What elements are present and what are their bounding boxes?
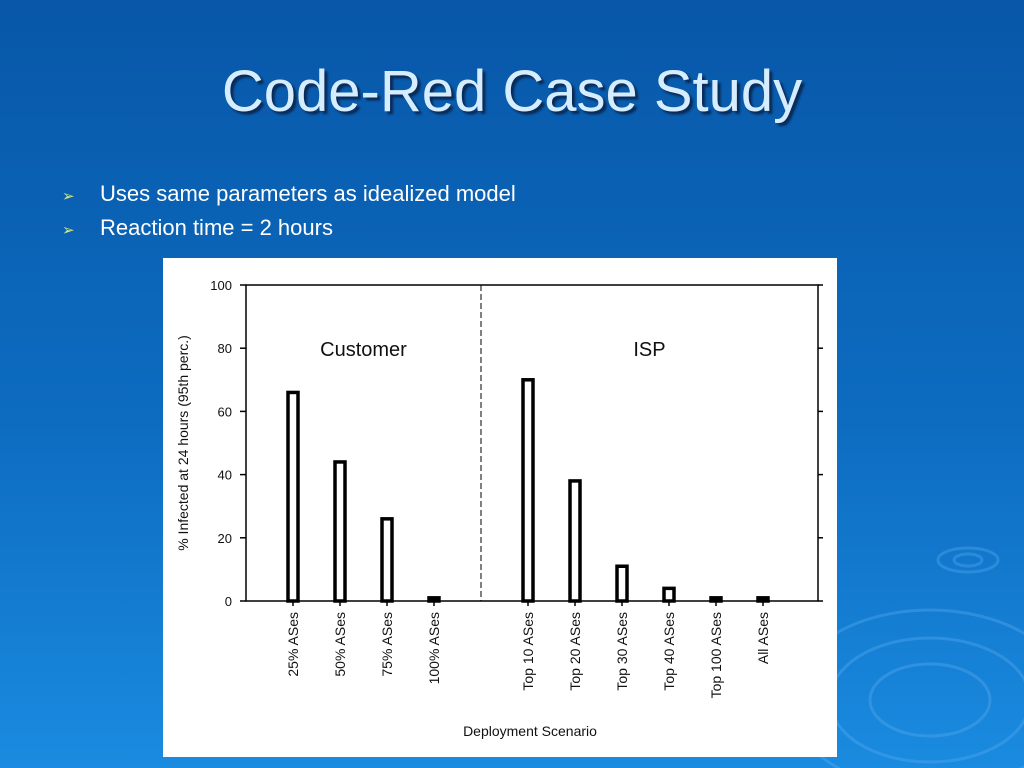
x-tick-label: 75% ASes (379, 612, 395, 677)
x-axis-label: Deployment Scenario (463, 723, 597, 739)
bar (521, 378, 535, 603)
slide-title: Code-Red Case Study (221, 59, 803, 124)
bar (427, 596, 441, 603)
bar (568, 479, 582, 603)
bar (615, 564, 629, 603)
bar (662, 586, 676, 603)
bullet-list: ➢ Uses same parameters as idealized model… (62, 178, 516, 246)
bullet-text: Reaction time = 2 hours (100, 215, 333, 240)
bar (380, 517, 394, 603)
y-tick-label: 40 (218, 468, 232, 483)
x-tick-label: Top 30 ASes (614, 612, 630, 691)
x-tick-label: 25% ASes (285, 612, 301, 677)
group-label: ISP (633, 339, 665, 361)
x-tick-label: 100% ASes (426, 612, 442, 684)
x-tick-label: 50% ASes (332, 612, 348, 677)
x-tick-label: Top 40 ASes (661, 612, 677, 691)
y-axis-label: % Infected at 24 hours (95th perc.) (175, 335, 191, 551)
y-tick-label: 20 (218, 531, 232, 546)
y-tick-label: 0 (225, 594, 232, 609)
bar (286, 390, 300, 603)
bullet-text: Uses same parameters as idealized model (100, 181, 516, 206)
bullet: ➢ Reaction time = 2 hours (62, 215, 333, 240)
y-tick-label: 60 (218, 404, 232, 419)
group-label: Customer (320, 339, 407, 361)
x-tick-label: All ASes (755, 612, 771, 664)
x-tick-label: Top 10 ASes (520, 612, 536, 691)
x-tick-label: Top 20 ASes (567, 612, 583, 691)
y-tick-label: 80 (218, 341, 232, 356)
bar (709, 596, 723, 603)
bar (756, 596, 770, 603)
bar (333, 460, 347, 603)
chart-background (163, 258, 837, 757)
y-tick-label: 100 (210, 278, 232, 293)
bullet: ➢ Uses same parameters as idealized model (62, 181, 516, 206)
x-tick-label: Top 100 ASes (708, 612, 724, 698)
